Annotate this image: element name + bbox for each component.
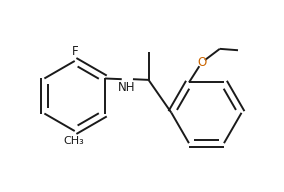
Text: O: O (197, 56, 206, 69)
Text: F: F (71, 45, 78, 58)
Text: NH: NH (118, 81, 135, 94)
Text: CH₃: CH₃ (63, 136, 84, 146)
